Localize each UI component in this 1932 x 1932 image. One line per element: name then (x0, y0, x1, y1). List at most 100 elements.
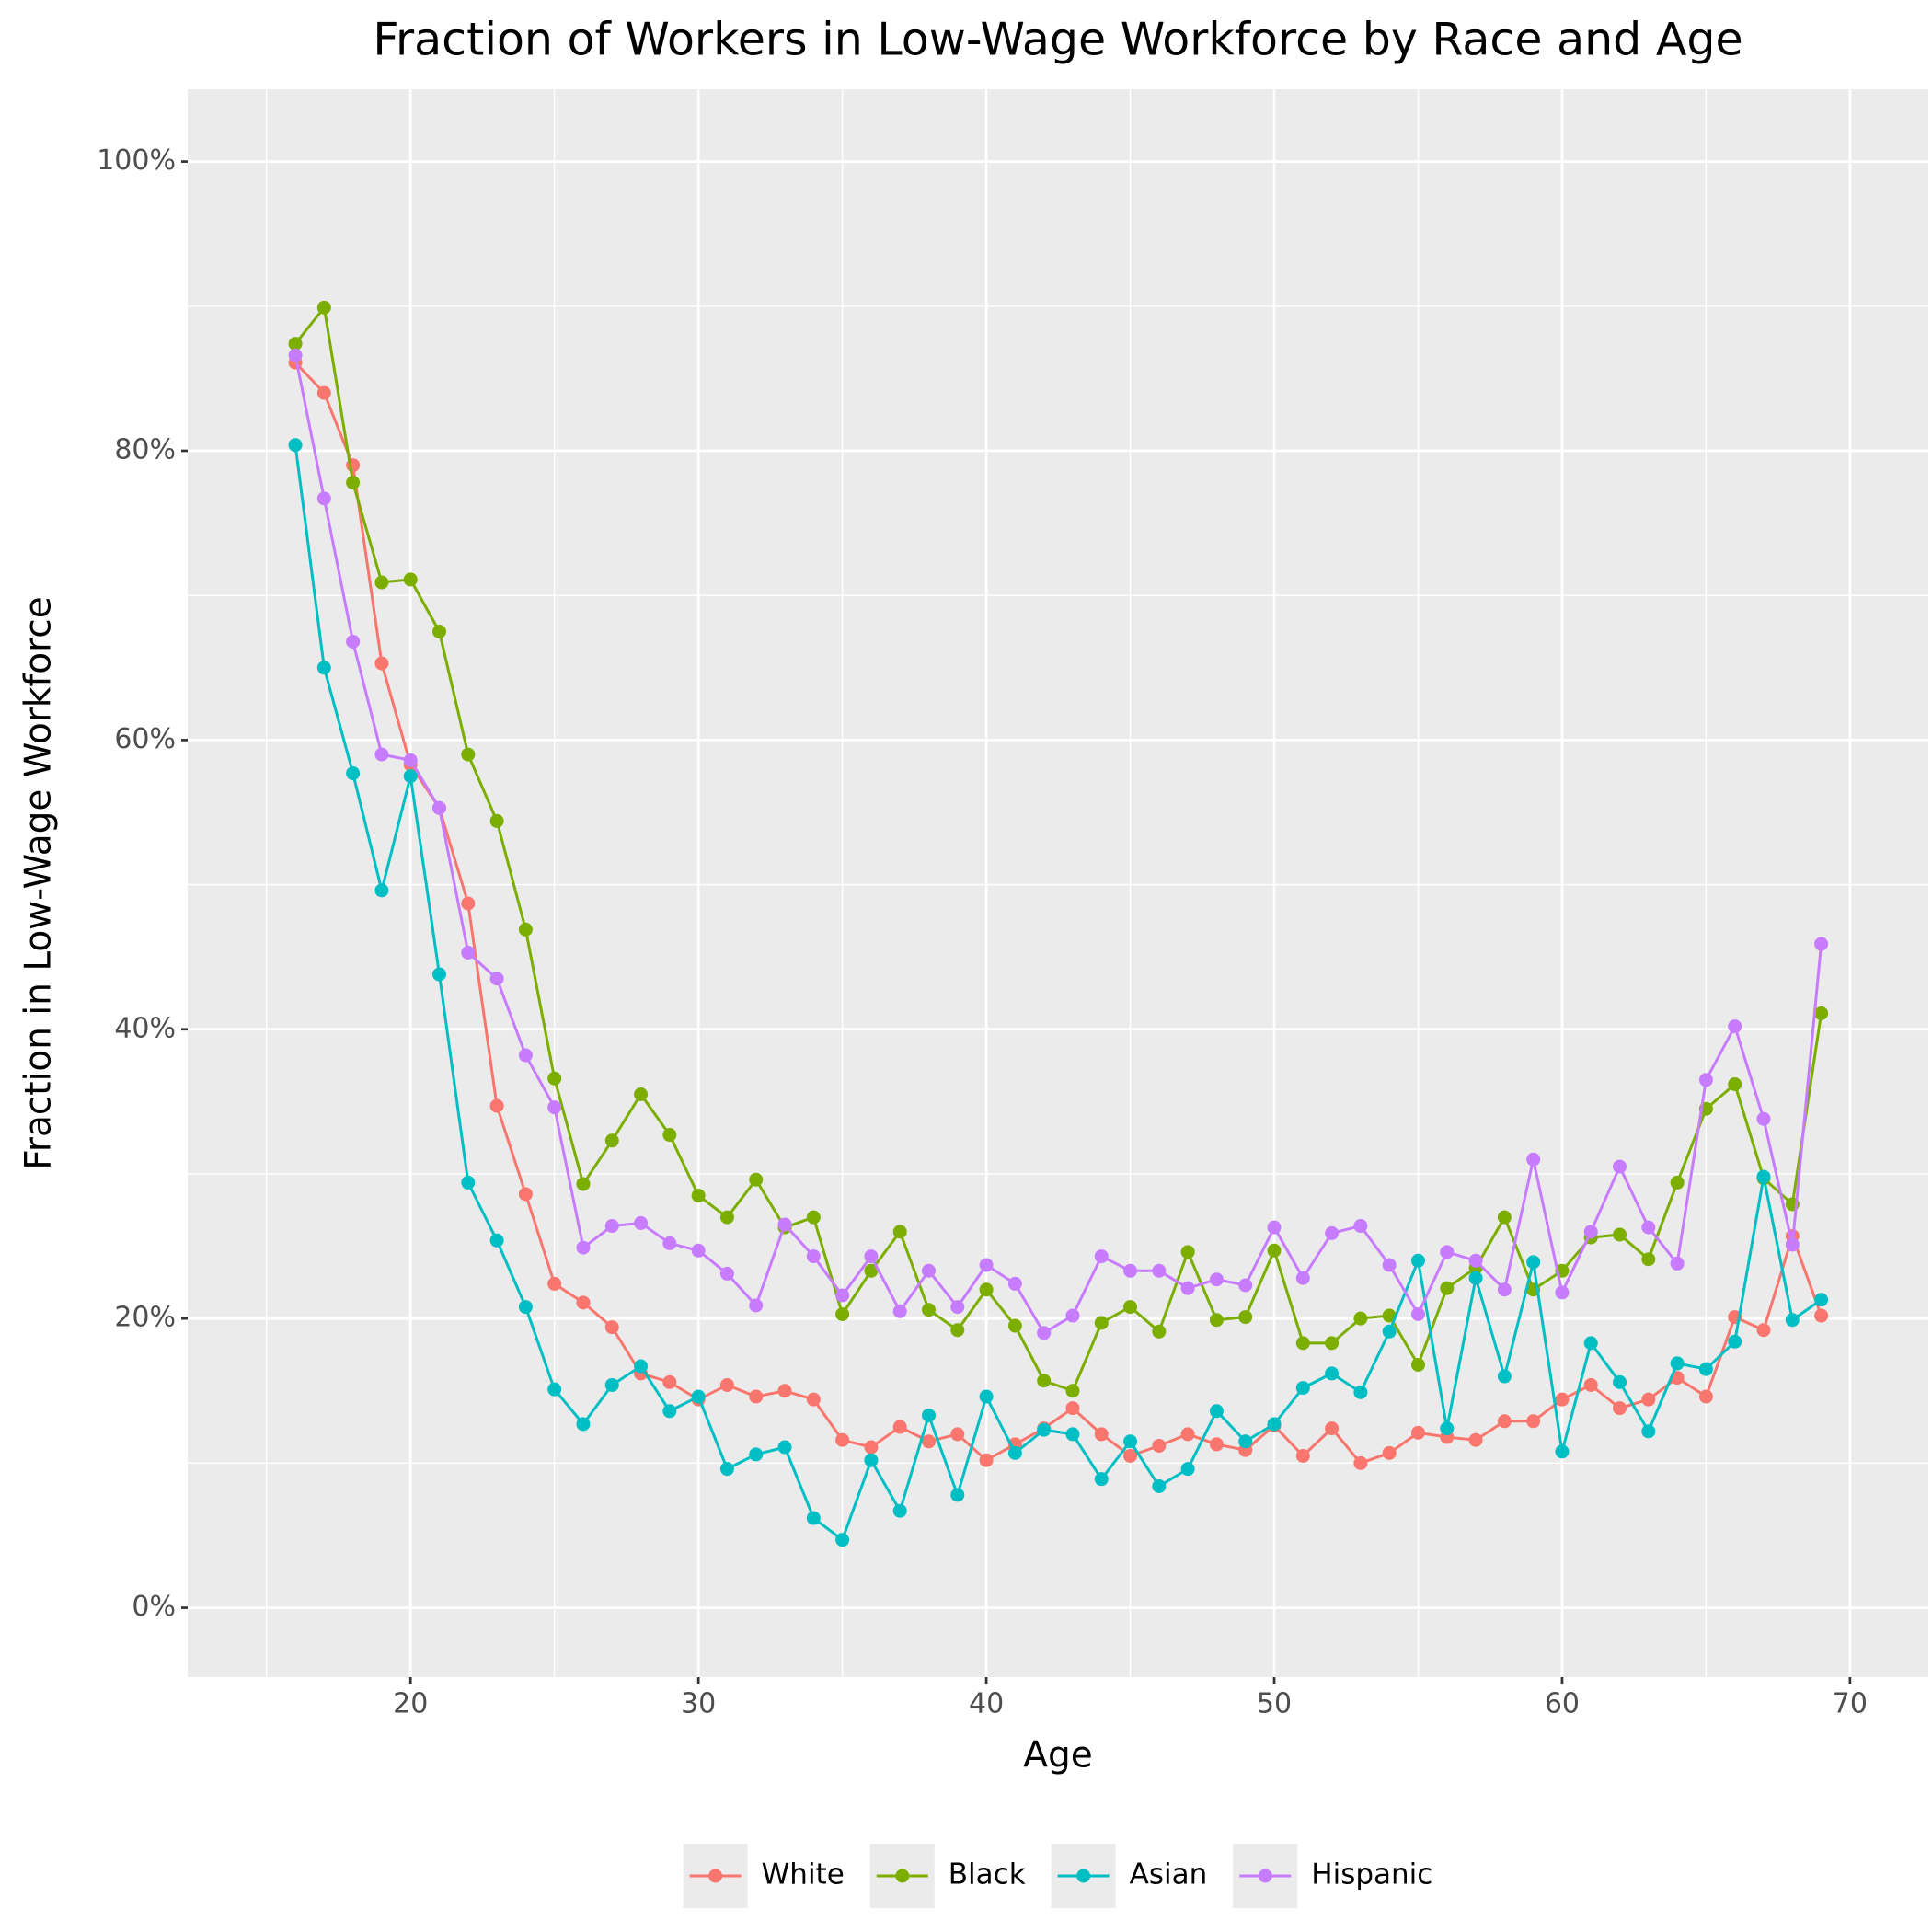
y-axis-title: Fraction in Low-Wage Workforce (18, 596, 60, 1169)
data-point (1641, 1392, 1656, 1407)
legend-label: Hispanic (1311, 1858, 1432, 1892)
data-point (1007, 1445, 1022, 1460)
data-point (1814, 1308, 1829, 1323)
data-point (749, 1172, 764, 1187)
data-point (346, 766, 361, 781)
data-point (1670, 1175, 1685, 1190)
data-point (1238, 1434, 1253, 1449)
data-point (1382, 1258, 1397, 1272)
data-point (1613, 1159, 1627, 1174)
legend-key-point (1076, 1869, 1091, 1883)
data-point (576, 1295, 591, 1310)
data-point (719, 1377, 734, 1392)
data-point (1583, 1336, 1598, 1351)
data-point (1353, 1455, 1368, 1470)
data-point (1756, 1111, 1771, 1126)
y-tick-label: 80% (114, 433, 176, 466)
data-point (921, 1263, 936, 1278)
data-point (921, 1434, 936, 1449)
y-tick-label: 60% (114, 723, 176, 755)
data-point (1180, 1281, 1195, 1295)
legend-label: White (762, 1858, 845, 1892)
data-point (835, 1306, 850, 1321)
data-point (1180, 1462, 1195, 1477)
data-point (1468, 1271, 1483, 1285)
data-point (1353, 1311, 1368, 1326)
data-point (1065, 1308, 1080, 1323)
data-point (1267, 1417, 1282, 1432)
data-point (604, 1377, 619, 1392)
data-point (1325, 1366, 1340, 1381)
data-point (316, 300, 331, 315)
data-point (1526, 1414, 1541, 1429)
data-point (1094, 1472, 1109, 1487)
data-point (1209, 1404, 1224, 1419)
data-point (1209, 1313, 1224, 1328)
data-point (1152, 1324, 1167, 1339)
data-point (1295, 1271, 1310, 1285)
legend-item: Asian (1051, 1844, 1208, 1908)
data-point (1440, 1281, 1455, 1295)
x-tick-label: 20 (393, 1688, 428, 1720)
data-point (576, 1177, 591, 1191)
data-point (518, 1300, 533, 1315)
data-point (1670, 1356, 1685, 1371)
data-point (1410, 1306, 1425, 1321)
data-point (1123, 1300, 1138, 1315)
legend-key-point (708, 1869, 723, 1883)
data-point (1497, 1282, 1512, 1297)
data-point (1785, 1313, 1800, 1328)
data-point (461, 747, 476, 762)
data-point (749, 1389, 764, 1404)
data-point (1670, 1256, 1685, 1271)
data-point (950, 1323, 965, 1338)
data-point (1065, 1427, 1080, 1442)
data-point (604, 1219, 619, 1234)
data-point (547, 1100, 562, 1115)
data-point (1065, 1401, 1080, 1416)
data-point (432, 967, 447, 982)
legend-label: Asian (1130, 1858, 1208, 1892)
data-point (979, 1453, 994, 1467)
data-point (1267, 1243, 1282, 1258)
legend-item: White (683, 1844, 845, 1908)
chart-title: Fraction of Workers in Low-Wage Workforc… (373, 14, 1742, 66)
data-point (432, 800, 447, 815)
data-point (835, 1432, 850, 1447)
data-point (1440, 1245, 1455, 1259)
data-point (1583, 1225, 1598, 1239)
data-point (461, 1175, 476, 1190)
data-point (950, 1300, 965, 1315)
data-point (1440, 1421, 1455, 1436)
data-point (403, 769, 418, 784)
data-point (316, 385, 331, 400)
data-point (1295, 1381, 1310, 1396)
data-point (1497, 1210, 1512, 1225)
data-point (1785, 1237, 1800, 1252)
data-point (864, 1263, 879, 1278)
data-point (1037, 1374, 1052, 1388)
data-point (1238, 1310, 1253, 1325)
data-point (1728, 1019, 1742, 1034)
data-point (1814, 1293, 1829, 1307)
data-point (1325, 1225, 1340, 1240)
data-point (950, 1427, 965, 1442)
data-point (1123, 1263, 1138, 1278)
data-point (864, 1453, 879, 1467)
data-point (1410, 1357, 1425, 1372)
data-point (1613, 1374, 1627, 1389)
x-tick-label: 40 (969, 1688, 1004, 1720)
data-point (1497, 1414, 1512, 1429)
data-point (1641, 1424, 1656, 1439)
data-point (1728, 1077, 1742, 1092)
data-point (1468, 1432, 1483, 1447)
data-point (1410, 1253, 1425, 1268)
data-point (288, 348, 303, 362)
data-point (374, 883, 389, 898)
data-point (662, 1404, 677, 1419)
data-point (864, 1249, 879, 1264)
data-point (1468, 1253, 1483, 1268)
legend-key-point (895, 1869, 910, 1883)
data-point (691, 1243, 706, 1258)
data-point (1209, 1272, 1224, 1287)
